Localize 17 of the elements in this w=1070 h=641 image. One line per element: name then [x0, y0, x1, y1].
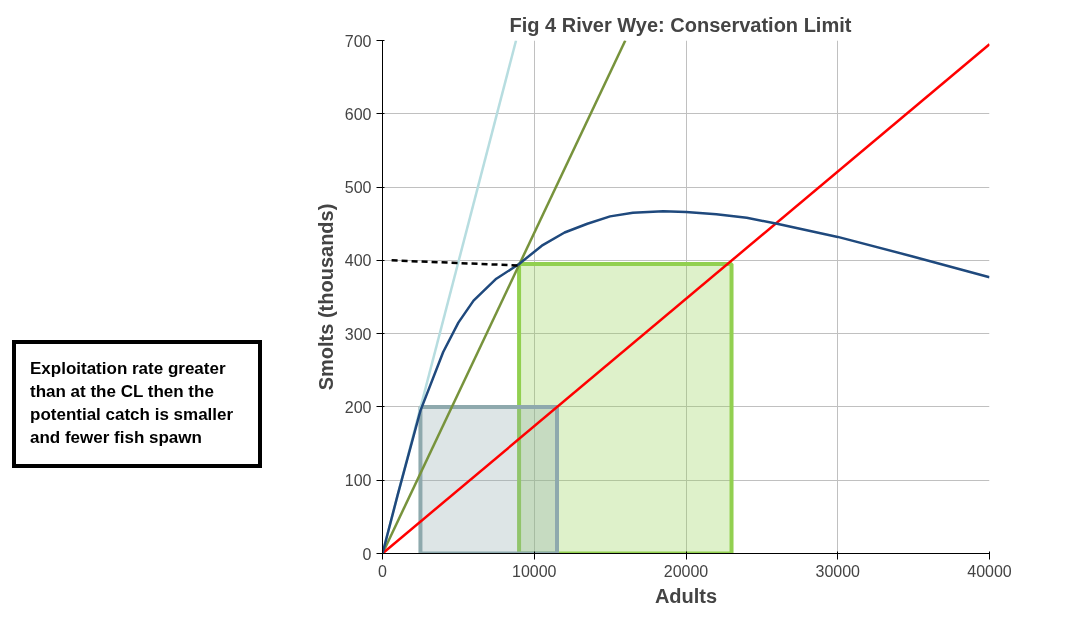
x-tick-label: 20000: [663, 562, 709, 580]
y-tick-label: 500: [344, 179, 372, 197]
y-tick-label: 300: [344, 325, 372, 343]
x-tick-label: 10000: [512, 562, 557, 580]
y-tick-label: 400: [344, 252, 372, 270]
chart-title: Fig 4 River Wye: Conservation Limit: [509, 13, 852, 36]
y-tick-label: 600: [344, 105, 372, 123]
y-axis-title: Smolts (thousands): [314, 203, 337, 391]
y-tick-label: 0: [362, 545, 372, 563]
x-tick-label: 40000: [967, 562, 1012, 580]
y-tick-label: 100: [344, 472, 372, 490]
text: Exploitation rate greater than at the CL then the potential catch is smaller and fewer fish spawn: [30, 358, 235, 449]
x-tick-label: 30000: [815, 562, 861, 580]
x-axis-title: Adults: [654, 584, 718, 607]
y-tick-label: 700: [344, 32, 372, 50]
x-tick-label: 0: [378, 562, 388, 580]
y-tick-label: 200: [344, 398, 372, 416]
